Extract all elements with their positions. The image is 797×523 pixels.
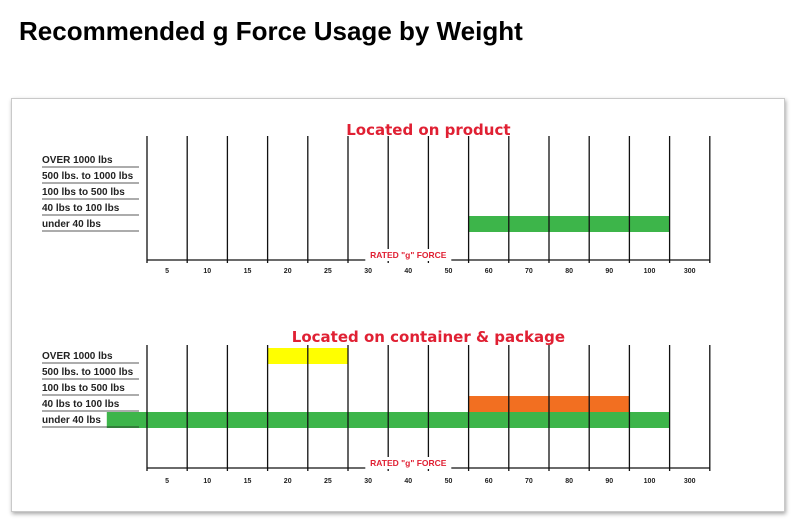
x-axis-title-bg [365, 457, 452, 469]
x-tick-label: 15 [244, 268, 252, 275]
row-label: 500 lbs. to 1000 lbs [42, 367, 134, 378]
row-label: under 40 lbs [42, 219, 101, 230]
x-tick-label: 30 [364, 268, 372, 275]
chart-frame: Located on product OVER 1000 lbs 500 lbs. … [11, 98, 785, 512]
x-tick-label: 10 [203, 268, 211, 275]
x-tick-label: 20 [284, 268, 292, 275]
row-label: under 40 lbs [42, 415, 101, 426]
x-tick-label: 15 [244, 478, 252, 485]
x-tick-label: 300 [684, 478, 696, 485]
x-tick-label: 50 [445, 478, 453, 485]
x-tick-label: 10 [203, 478, 211, 485]
row-label: 40 lbs to 100 lbs [42, 399, 120, 410]
x-tick-label: 300 [684, 268, 696, 275]
row-label: 100 lbs to 500 lbs [42, 383, 125, 394]
row-label: 40 lbs to 100 lbs [42, 203, 120, 214]
x-tick-label: 40 [404, 478, 412, 485]
row-label: OVER 1000 lbs [42, 351, 113, 362]
x-tick-label: 50 [445, 268, 453, 275]
row-label: OVER 1000 lbs [42, 155, 113, 166]
x-tick-label: 5 [165, 268, 169, 275]
row-label: 100 lbs to 500 lbs [42, 187, 125, 198]
x-tick-label: 60 [485, 478, 493, 485]
bar-4 [468, 216, 670, 232]
chart-title: Located on product [346, 121, 510, 139]
x-tick-label: 80 [565, 478, 573, 485]
x-tick-label: 5 [165, 478, 169, 485]
g-force-charts: Located on product OVER 1000 lbs 500 lbs. … [42, 121, 711, 485]
page-title: Recommended g Force Usage by Weight [19, 16, 523, 46]
x-tick-label: 80 [565, 268, 573, 275]
x-tick-label: 30 [364, 478, 372, 485]
x-tick-label: 60 [485, 268, 493, 275]
row-label: 500 lbs. to 1000 lbs [42, 171, 134, 182]
x-tick-label: 70 [525, 478, 533, 485]
x-tick-label: 100 [644, 268, 656, 275]
x-tick-label: 25 [324, 478, 332, 485]
x-tick-label: 20 [284, 478, 292, 485]
x-tick-label: 90 [605, 268, 613, 275]
x-axis-title: RATED "g" FORCE [370, 458, 447, 468]
x-tick-label: 90 [605, 478, 613, 485]
x-tick-label: 25 [324, 268, 332, 275]
x-tick-label: 70 [525, 268, 533, 275]
chart-title: Located on container & package [292, 328, 565, 346]
x-axis-title-bg [365, 249, 452, 261]
x-tick-label: 100 [644, 478, 656, 485]
x-tick-label: 40 [404, 268, 412, 275]
x-axis-title: RATED "g" FORCE [370, 250, 447, 260]
